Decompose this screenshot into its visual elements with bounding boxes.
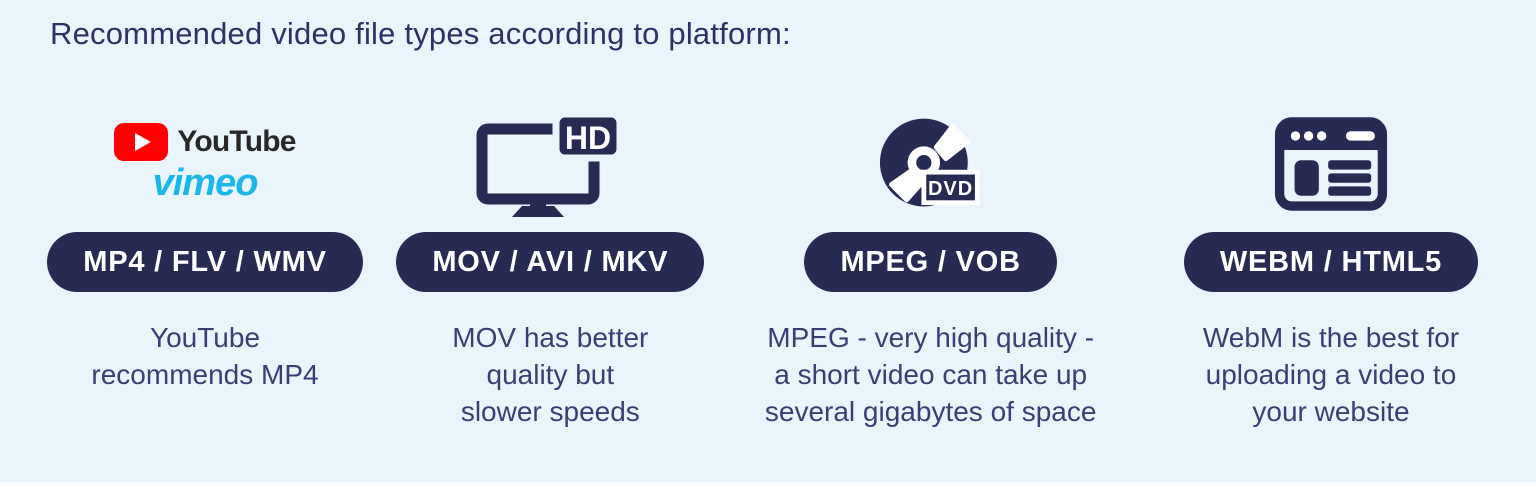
- format-badge-dvd: MPEG / VOB: [804, 232, 1057, 292]
- youtube-wordmark: YouTube: [177, 125, 296, 158]
- format-badge-web: WEBM / HTML5: [1183, 232, 1479, 292]
- dvd-label: DVD: [928, 178, 973, 200]
- hd-monitor-icon: HD: [474, 108, 626, 220]
- column-hd-video: HD MOV / AVI / MKV MOV has better qualit…: [395, 108, 705, 430]
- caption-hd: MOV has better quality but slower speeds: [452, 322, 649, 427]
- browser-window-icon: [1274, 108, 1388, 220]
- caption-youtube: YouTube recommends MP4: [91, 322, 319, 390]
- column-web: WEBM / HTML5 WebM is the best for upload…: [1156, 108, 1506, 430]
- caption-dvd: MPEG - very high quality - a short video…: [764, 322, 1097, 427]
- vimeo-logo: vimeo: [152, 162, 259, 204]
- format-badge-hd: MOV / AVI / MKV: [396, 232, 705, 292]
- column-dvd: DVD MPEG / VOB MPEG - very high quality …: [731, 108, 1131, 430]
- browser-window-svg: [1274, 117, 1388, 211]
- platform-columns: YouTube vimeo MP4 / FLV / WMV YouTube re…: [40, 108, 1506, 430]
- hd-monitor-svg: HD: [476, 111, 624, 217]
- format-badge-youtube: MP4 / FLV / WMV: [47, 232, 363, 292]
- youtube-logo: YouTube: [114, 123, 296, 161]
- dvd-disc-icon: DVD: [876, 108, 986, 220]
- caption-web: WebM is the best for uploading a video t…: [1202, 322, 1460, 427]
- bottom-edge: [0, 482, 1536, 487]
- youtube-play-icon: [114, 123, 169, 161]
- column-youtube-vimeo: YouTube vimeo MP4 / FLV / WMV YouTube re…: [40, 108, 370, 430]
- dvd-disc-svg: DVD: [879, 118, 980, 206]
- hd-label: HD: [565, 120, 611, 156]
- youtube-vimeo-logos: YouTube vimeo: [114, 108, 296, 220]
- page-title: Recommended video file types according t…: [50, 16, 791, 51]
